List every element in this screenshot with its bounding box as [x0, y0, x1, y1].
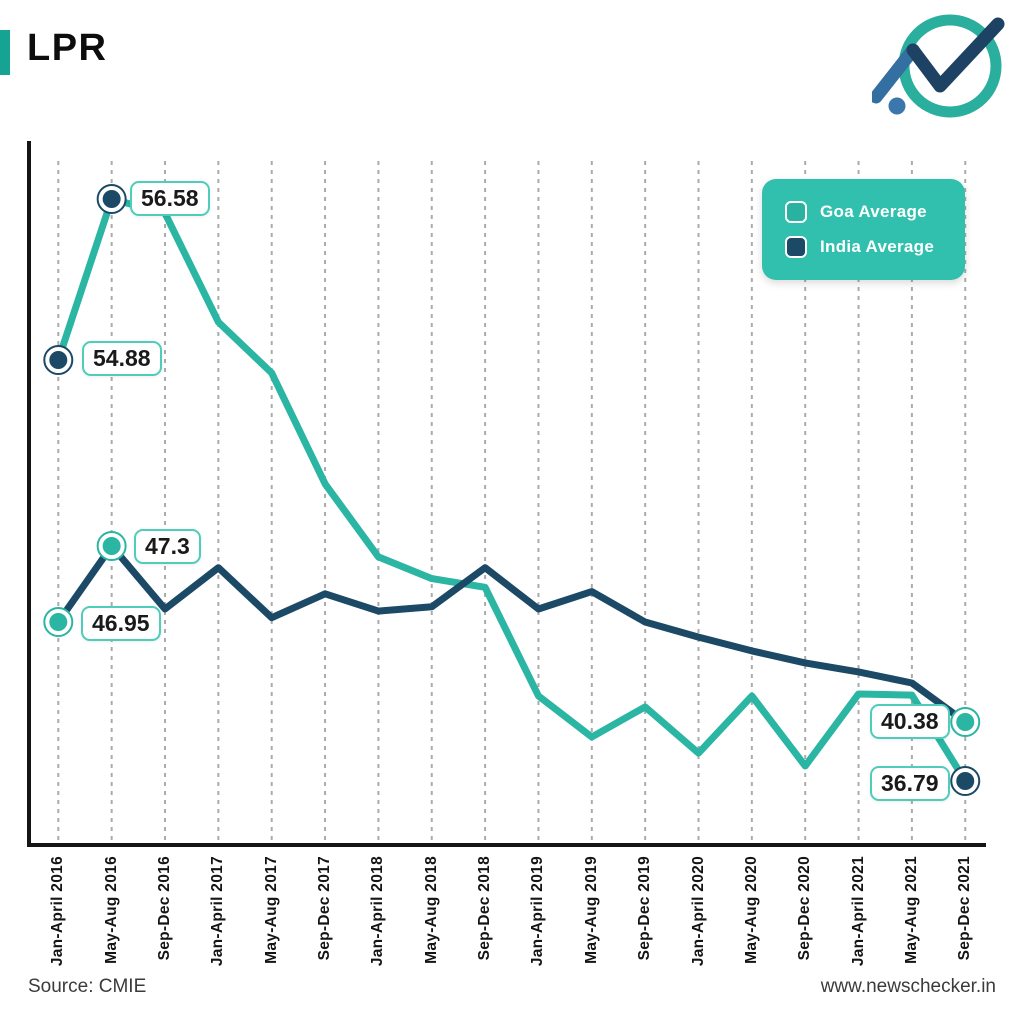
legend-swatch-goa — [785, 201, 807, 223]
x-axis-label: May-Aug 2016 — [102, 856, 120, 964]
legend-label-goa: Goa Average — [820, 202, 927, 221]
x-axis-label: Jan-April 2016 — [49, 856, 67, 967]
page-title: LPR — [27, 27, 108, 69]
legend-swatch-india — [785, 236, 807, 258]
value-label-box: 56.58 — [130, 181, 210, 216]
x-axis-label: Sep-Dec 2019 — [636, 856, 654, 961]
value-label-box: 36.79 — [870, 766, 950, 801]
x-axis-label: Sep-Dec 2018 — [476, 856, 494, 961]
x-axis-label: Sep-Dec 2021 — [956, 856, 974, 961]
x-axis-label: Jan-April 2017 — [209, 856, 227, 967]
x-axis-label: Jan-April 2020 — [689, 856, 707, 967]
data-point-marker — [102, 537, 121, 555]
value-label-box: 46.95 — [81, 606, 161, 641]
value-label-box: 54.88 — [82, 341, 162, 376]
data-point-marker — [956, 713, 975, 731]
x-axis-label: May-Aug 2017 — [262, 856, 280, 964]
source-text: Source: CMIE — [28, 976, 147, 997]
goa-average-line — [54, 195, 969, 785]
value-label-box: 40.38 — [870, 704, 950, 739]
x-axis-label: Jan-April 2018 — [369, 856, 387, 967]
x-axis-label: Jan-April 2019 — [529, 856, 547, 967]
title-accent-bar — [0, 30, 10, 75]
x-axis-label: Sep-Dec 2016 — [156, 856, 173, 961]
newschecker-logo-icon — [872, 14, 1005, 118]
data-point-marker — [956, 772, 975, 790]
x-axis-label: May-Aug 2021 — [902, 856, 920, 964]
data-point-marker — [49, 351, 68, 369]
x-axis-label: Sep-Dec 2017 — [316, 856, 334, 961]
value-label-box: 47.3 — [134, 529, 201, 564]
x-axis-label: May-Aug 2018 — [422, 856, 440, 964]
data-point-marker — [49, 613, 68, 631]
legend-item-goa: Goa Average — [785, 201, 965, 223]
x-axis-label: May-Aug 2019 — [582, 856, 600, 964]
x-axis-label: May-Aug 2020 — [742, 856, 760, 964]
x-axis-label: Sep-Dec 2020 — [796, 856, 814, 961]
chart-legend: Goa Average India Average — [762, 179, 965, 280]
website-text: www.newschecker.in — [820, 976, 996, 997]
legend-label-india: India Average — [820, 237, 935, 256]
axis-lines — [27, 141, 986, 847]
x-axis-label: Jan-April 2021 — [849, 856, 867, 967]
india-average-line — [54, 542, 969, 726]
legend-item-india: India Average — [785, 236, 965, 258]
data-point-marker — [102, 190, 121, 208]
